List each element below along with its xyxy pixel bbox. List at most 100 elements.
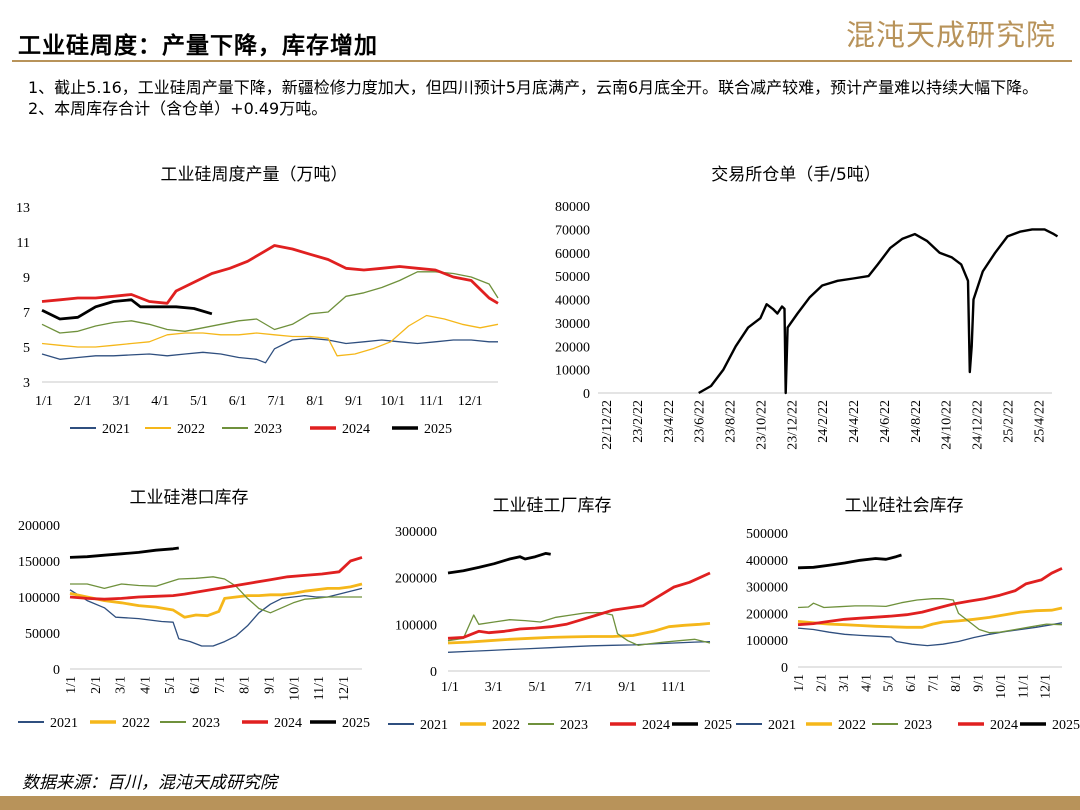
footer-bar	[0, 796, 1080, 810]
x-tick-label: 23/2/22	[631, 400, 646, 443]
y-tick-label: 0	[781, 661, 788, 676]
legend-label: 2023	[192, 716, 220, 731]
y-tick-label: 11	[17, 236, 30, 251]
y-tick-label: 9	[23, 271, 30, 286]
chart-title-factory-inventory: 工业硅工厂库存	[493, 496, 612, 516]
x-tick-label: 12/1	[337, 676, 352, 701]
chart-title-weekly-output: 工业硅周度产量（万吨）	[161, 165, 348, 185]
legend-label: 2021	[50, 716, 78, 731]
x-tick-label: 5/1	[163, 676, 178, 694]
series-line-port-inventory-2021	[69, 587, 363, 647]
x-tick-label: 9/1	[345, 394, 363, 409]
x-tick-label: 1/1	[35, 394, 53, 409]
legend-label: 2023	[904, 718, 932, 733]
y-tick-label: 5	[23, 341, 30, 356]
x-tick-label: 12/1	[1039, 674, 1054, 699]
y-tick-label: 50000	[555, 270, 590, 285]
series-line-weekly-output-2025	[41, 298, 213, 321]
x-tick-label: 3/1	[837, 674, 852, 692]
x-tick-label: 11/1	[312, 676, 327, 700]
summary-notes: 1、截止5.16，工业硅周产量下降，新疆检修力度加大，但四川预计5月底满产，云南…	[28, 77, 1058, 119]
series-line-social-inventory-2024	[797, 567, 1063, 627]
x-tick-label: 7/1	[268, 394, 286, 409]
chart-factory-inventory: 0 100000 200000 300000 1/1 3/1 5/1 7/1 9/1 11/1 20…	[388, 525, 732, 733]
x-tick-label: 7/1	[213, 676, 228, 694]
x-tick-label: 2/1	[814, 674, 829, 692]
chart-port-inventory: 0 50000 100000 150000 200000 1/1 2/1 3/1 4/1 5/1 6…	[18, 519, 370, 731]
y-tick-label: 40000	[555, 294, 590, 309]
legend-label: 2023	[560, 718, 588, 733]
x-tick-label: 12/1	[458, 394, 483, 409]
y-tick-label: 300000	[395, 525, 437, 540]
x-tick-label: 4/1	[151, 394, 169, 409]
legend-label: 2022	[177, 422, 205, 437]
legend-label: 2022	[492, 718, 520, 733]
series-line-factory-inventory-2022	[447, 622, 711, 645]
legend-label: 2021	[768, 718, 796, 733]
x-tick-label: 10/1	[287, 676, 302, 701]
x-tick-label: 23/8/22	[724, 400, 739, 443]
series-line-port-inventory-2025	[69, 546, 179, 559]
x-tick-label: 5/1	[190, 394, 208, 409]
y-tick-label: 100000	[395, 618, 437, 633]
x-tick-label: 9/1	[618, 680, 636, 695]
legend-label: 2025	[424, 422, 452, 437]
y-tick-label: 500000	[746, 527, 788, 542]
x-tick-label: 6/1	[188, 676, 203, 694]
series-line-weekly-output-2024	[41, 244, 499, 305]
brand-logo-text: 混沌天成研究院	[846, 18, 1057, 52]
chart-weekly-output: 3 5 7 9 11 13 1/1 2/1 3/1 4/1 5/1 6/1 7/1 8/1 9/1 10/1 1…	[16, 201, 499, 437]
y-tick-label: 80000	[555, 200, 590, 215]
x-tick-label: 10/1	[380, 394, 405, 409]
legend-label: 2022	[838, 718, 866, 733]
x-tick-label: 6/1	[904, 674, 919, 692]
legend-label: 2024	[274, 716, 302, 731]
x-tick-label: 1/1	[792, 674, 807, 692]
legend-label: 2024	[990, 718, 1018, 733]
series-line-factory-inventory-2021	[447, 640, 711, 653]
y-tick-label: 150000	[18, 555, 60, 570]
x-tick-label: 23/10/22	[754, 400, 769, 450]
y-tick-label: 3	[23, 376, 30, 391]
series-line-factory-inventory-2023	[447, 612, 711, 646]
x-tick-label: 6/1	[229, 394, 247, 409]
x-tick-label: 24/12/22	[971, 400, 986, 450]
x-tick-label: 3/1	[114, 676, 129, 694]
y-tick-label: 0	[430, 665, 437, 680]
page-title: 工业硅周度：产量下降，库存增加	[18, 33, 378, 59]
x-tick-label: 3/1	[113, 394, 131, 409]
chart-title-port-inventory: 工业硅港口库存	[130, 488, 249, 508]
y-tick-label: 200000	[18, 519, 60, 534]
legend-label: 2021	[420, 718, 448, 733]
legend-label: 2021	[102, 422, 130, 437]
chart-social-inventory: 0 100000 200000 300000 400000 500000 1/1 2/1 3/1…	[736, 527, 1080, 733]
y-tick-label: 0	[583, 387, 590, 402]
y-tick-label: 0	[53, 663, 60, 678]
series-line-port-inventory-2024	[69, 556, 363, 601]
series-line-social-inventory-2021	[797, 622, 1063, 647]
chart-exchange-warrants: 0 10000 20000 30000 40000 50000 60000 70000 8000…	[555, 200, 1059, 450]
note-2: 2、本周库存合计（含仓单）+0.49万吨。	[28, 99, 328, 118]
x-tick-label: 11/1	[661, 680, 685, 695]
x-tick-label: 2/1	[74, 394, 92, 409]
y-tick-label: 13	[16, 201, 30, 216]
series-line-factory-inventory-2025	[447, 552, 551, 575]
series-line-social-inventory-2023	[797, 598, 1063, 634]
x-tick-label: 23/4/22	[662, 400, 677, 443]
note-1: 1、截止5.16，工业硅周产量下降，新疆检修力度加大，但四川预计5月底满产，云南…	[28, 78, 1039, 97]
series-line-weekly-output-2023	[41, 271, 499, 334]
data-source-note: 数据来源：百川，混沌天成研究院	[22, 773, 277, 793]
y-tick-label: 50000	[25, 627, 60, 642]
y-tick-label: 10000	[555, 364, 590, 379]
series-line-port-inventory-2022	[69, 582, 363, 619]
legend-label: 2023	[254, 422, 282, 437]
chart-title-exchange-warrants: 交易所仓单（手/5吨）	[711, 165, 881, 185]
legend-label: 2024	[342, 422, 370, 437]
x-tick-label: 7/1	[927, 674, 942, 692]
header-divider	[12, 60, 1072, 62]
x-tick-label: 24/10/22	[940, 400, 955, 450]
y-tick-label: 200000	[746, 607, 788, 622]
y-tick-label: 60000	[555, 247, 590, 262]
x-tick-label: 24/8/22	[909, 400, 924, 443]
